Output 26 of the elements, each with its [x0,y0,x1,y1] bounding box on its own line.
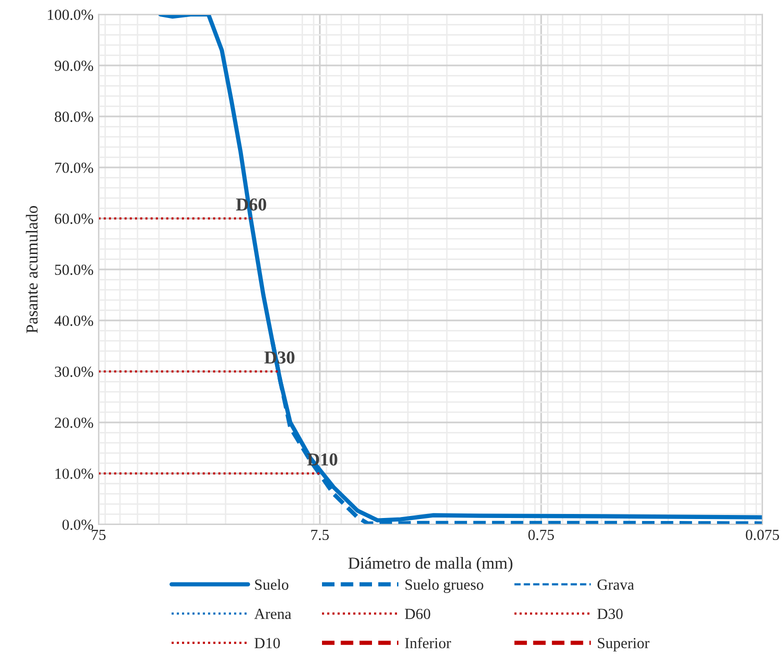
y-tick-label: 30.0% [54,366,94,377]
legend-label: Suelo grueso [406,579,484,593]
y-tick-label: 80.0% [54,112,94,122]
x-tick-label: 0.075 [746,530,780,540]
legend-label: D30 [597,608,623,620]
y-tick-label: 100.0% [48,10,94,20]
x-tick-label: 7.5 [311,530,329,540]
legend-label: Inferior [405,637,452,648]
legend-label: D10 [254,638,280,648]
legend-label: Suelo [255,579,288,590]
y-axis-title: Pasante acumulado [26,206,38,334]
y-tick-label: 70.0% [55,162,94,173]
legend-label: Arena [254,608,292,620]
legend-label: Superior [598,638,650,652]
y-tick-label: 50.0% [55,264,94,275]
y-tick-label: 10.0% [56,468,94,479]
x-axis-title: Diámetro de malla (mm) [348,557,512,572]
x-tick-label: 75 [92,530,106,540]
y-tick-label: 60.0% [54,214,94,224]
y-tick-label: 40.0% [54,316,94,326]
x-tick-label: 0.75 [528,530,554,540]
y-tick-label: 0.0% [62,520,94,530]
y-tick-label: 90.0% [54,60,94,71]
legend-label: D60 [404,608,430,620]
y-tick-label: 20.0% [54,418,94,428]
legend-label: Grava [598,580,634,590]
